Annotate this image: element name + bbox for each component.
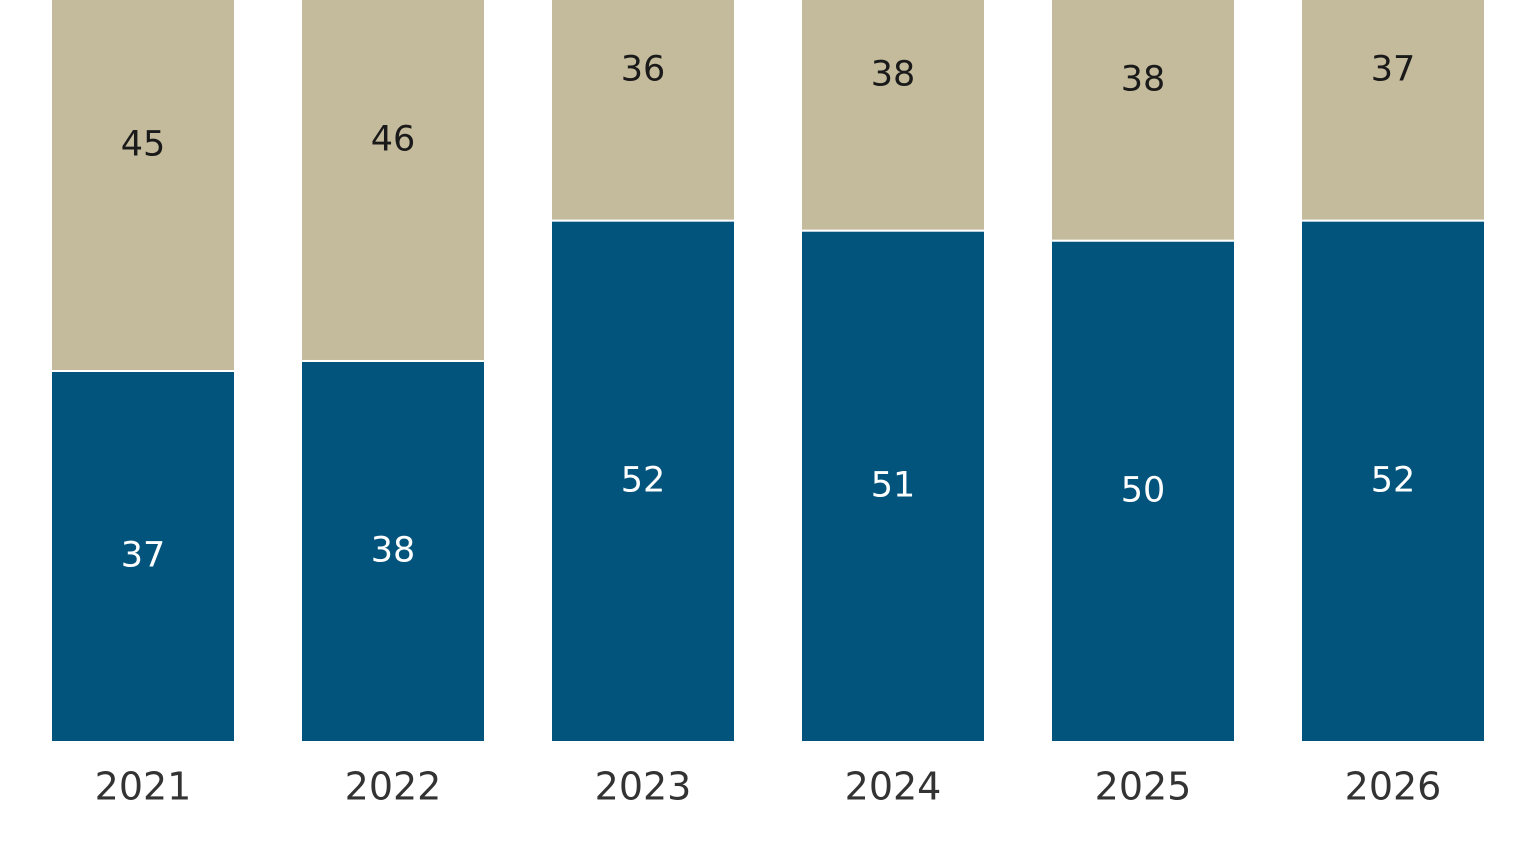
bar-segment xyxy=(1050,0,1236,242)
x-tick-label: 2022 xyxy=(345,765,442,809)
x-tick-label: 2023 xyxy=(595,765,692,809)
value-label: 45 xyxy=(121,125,166,165)
x-tick-label: 2024 xyxy=(845,765,942,809)
bar-segment xyxy=(550,0,736,222)
bar-segment xyxy=(300,359,486,743)
value-label: 46 xyxy=(371,119,416,159)
value-label: 50 xyxy=(1121,470,1166,510)
bar-segment xyxy=(50,370,236,743)
bar-segment xyxy=(50,0,236,372)
bar-segment xyxy=(800,229,986,744)
x-tick-label: 2025 xyxy=(1095,765,1192,809)
value-label: 37 xyxy=(1371,49,1416,89)
value-label: 38 xyxy=(371,530,416,570)
bar-segment xyxy=(1300,219,1486,743)
bar-segment xyxy=(800,0,986,232)
value-label: 38 xyxy=(1121,59,1166,99)
value-label: 38 xyxy=(871,54,916,94)
value-label: 52 xyxy=(1371,460,1416,500)
value-label: 37 xyxy=(121,536,166,576)
value-label: 52 xyxy=(621,460,666,500)
value-label: 51 xyxy=(871,465,916,505)
bar-segment xyxy=(1300,0,1486,222)
bar-segment xyxy=(1050,239,1236,743)
bar-segment xyxy=(300,0,486,362)
x-tick-label: 2026 xyxy=(1345,765,1442,809)
value-label: 36 xyxy=(621,49,666,89)
x-tick-label: 2021 xyxy=(95,765,192,809)
